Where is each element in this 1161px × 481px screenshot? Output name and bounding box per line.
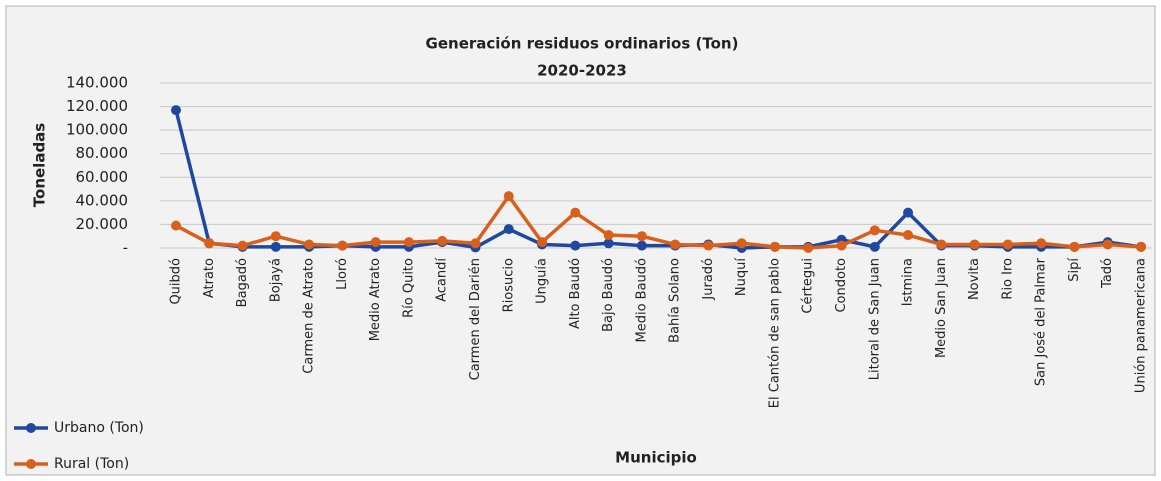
legend-label: Urbano (Ton) <box>54 420 144 436</box>
x-tick-label: El Cantón de san pablo <box>767 258 782 408</box>
point <box>237 240 248 251</box>
x-tick-label: Bajo Baudó <box>601 258 616 332</box>
point <box>603 238 614 249</box>
x-tick-label: Acandí <box>435 258 450 302</box>
point <box>636 231 647 242</box>
point <box>337 240 348 251</box>
legend-marker <box>26 423 36 433</box>
point <box>670 239 681 250</box>
point <box>736 238 747 249</box>
point <box>270 231 281 242</box>
x-tick-label: Medio San Juan <box>934 258 949 358</box>
point <box>304 239 315 250</box>
point <box>570 207 581 218</box>
point <box>1036 238 1047 249</box>
x-tick-label: Rio Iro <box>1000 258 1015 300</box>
x-tick-label: Condoto <box>834 258 849 313</box>
x-tick-label: Bahía Solano <box>668 258 683 343</box>
x-tick-label: Lloró <box>335 258 350 290</box>
y-axis-label: Toneladas <box>31 123 49 208</box>
y-tick-label: 80.000 <box>76 144 129 162</box>
point <box>204 238 215 249</box>
point <box>370 237 381 248</box>
x-tick-label: Alto Baudó <box>568 258 583 329</box>
point <box>403 237 414 248</box>
x-tick-label: Río Quito <box>401 258 416 318</box>
point <box>803 243 814 253</box>
point <box>1002 239 1013 250</box>
x-tick-label: Medio Baudó <box>634 258 649 343</box>
x-tick-label: Juradó <box>701 258 716 301</box>
point <box>903 230 914 241</box>
y-tick-label: - <box>123 239 128 257</box>
x-tick-label: Unguía <box>535 258 550 304</box>
point <box>570 240 581 251</box>
point <box>437 235 448 246</box>
point <box>171 220 181 231</box>
point <box>936 239 947 250</box>
x-tick-label: Bojayá <box>268 258 283 302</box>
point <box>836 240 847 251</box>
point <box>537 237 548 248</box>
y-tick-label: 100.000 <box>66 121 128 139</box>
point <box>869 241 880 252</box>
y-tick-label: 60.000 <box>76 168 129 186</box>
x-tick-label: Litoral de San Juan <box>867 258 882 380</box>
point <box>603 230 614 241</box>
x-tick-label: Quibdó <box>169 258 184 305</box>
point <box>1136 241 1146 252</box>
point <box>903 207 914 218</box>
chart-title: Generación residuos ordinarios (Ton) <box>426 35 739 53</box>
point <box>503 191 514 202</box>
x-tick-label: Unión panamericana <box>1134 258 1149 393</box>
line <box>175 194 1142 250</box>
point <box>171 105 181 116</box>
point <box>470 238 481 249</box>
x-tick-label: Carmen del Darién <box>468 258 483 380</box>
x-tick-label: Riosucio <box>501 258 516 312</box>
point <box>270 241 281 252</box>
x-tick-label: Medio Atrato <box>368 258 383 341</box>
point <box>1069 241 1080 252</box>
y-tick-label: 140.000 <box>66 74 128 92</box>
y-tick-label: 40.000 <box>76 191 129 209</box>
x-tick-label: Novita <box>967 258 982 300</box>
point <box>703 240 714 251</box>
point <box>769 241 780 252</box>
x-tick-label: Istmina <box>901 258 916 306</box>
point <box>969 239 980 250</box>
x-tick-label: Cértegui <box>801 258 816 314</box>
chart-subtitle: 2020-2023 <box>537 62 627 80</box>
legend-marker <box>26 459 36 469</box>
x-tick-label: Atrato <box>202 258 217 298</box>
point <box>1102 239 1113 250</box>
legend-label: Rural (Ton) <box>54 456 129 472</box>
x-axis-label: Municipio <box>615 449 697 467</box>
x-tick-label: Tadó <box>1100 258 1115 289</box>
x-tick-label: Bagadó <box>235 258 250 307</box>
y-tick-label: 20.000 <box>76 215 129 233</box>
point <box>869 225 880 236</box>
point <box>503 224 514 235</box>
point <box>636 240 647 251</box>
y-tick-label: 120.000 <box>66 97 128 115</box>
chart-frame <box>5 5 1156 476</box>
x-tick-label: Nuquí <box>734 258 749 296</box>
x-tick-label: San José del Palmar <box>1034 257 1049 386</box>
x-tick-label: Sipí <box>1067 258 1082 282</box>
x-tick-label: Carmen de Atrato <box>302 258 317 374</box>
